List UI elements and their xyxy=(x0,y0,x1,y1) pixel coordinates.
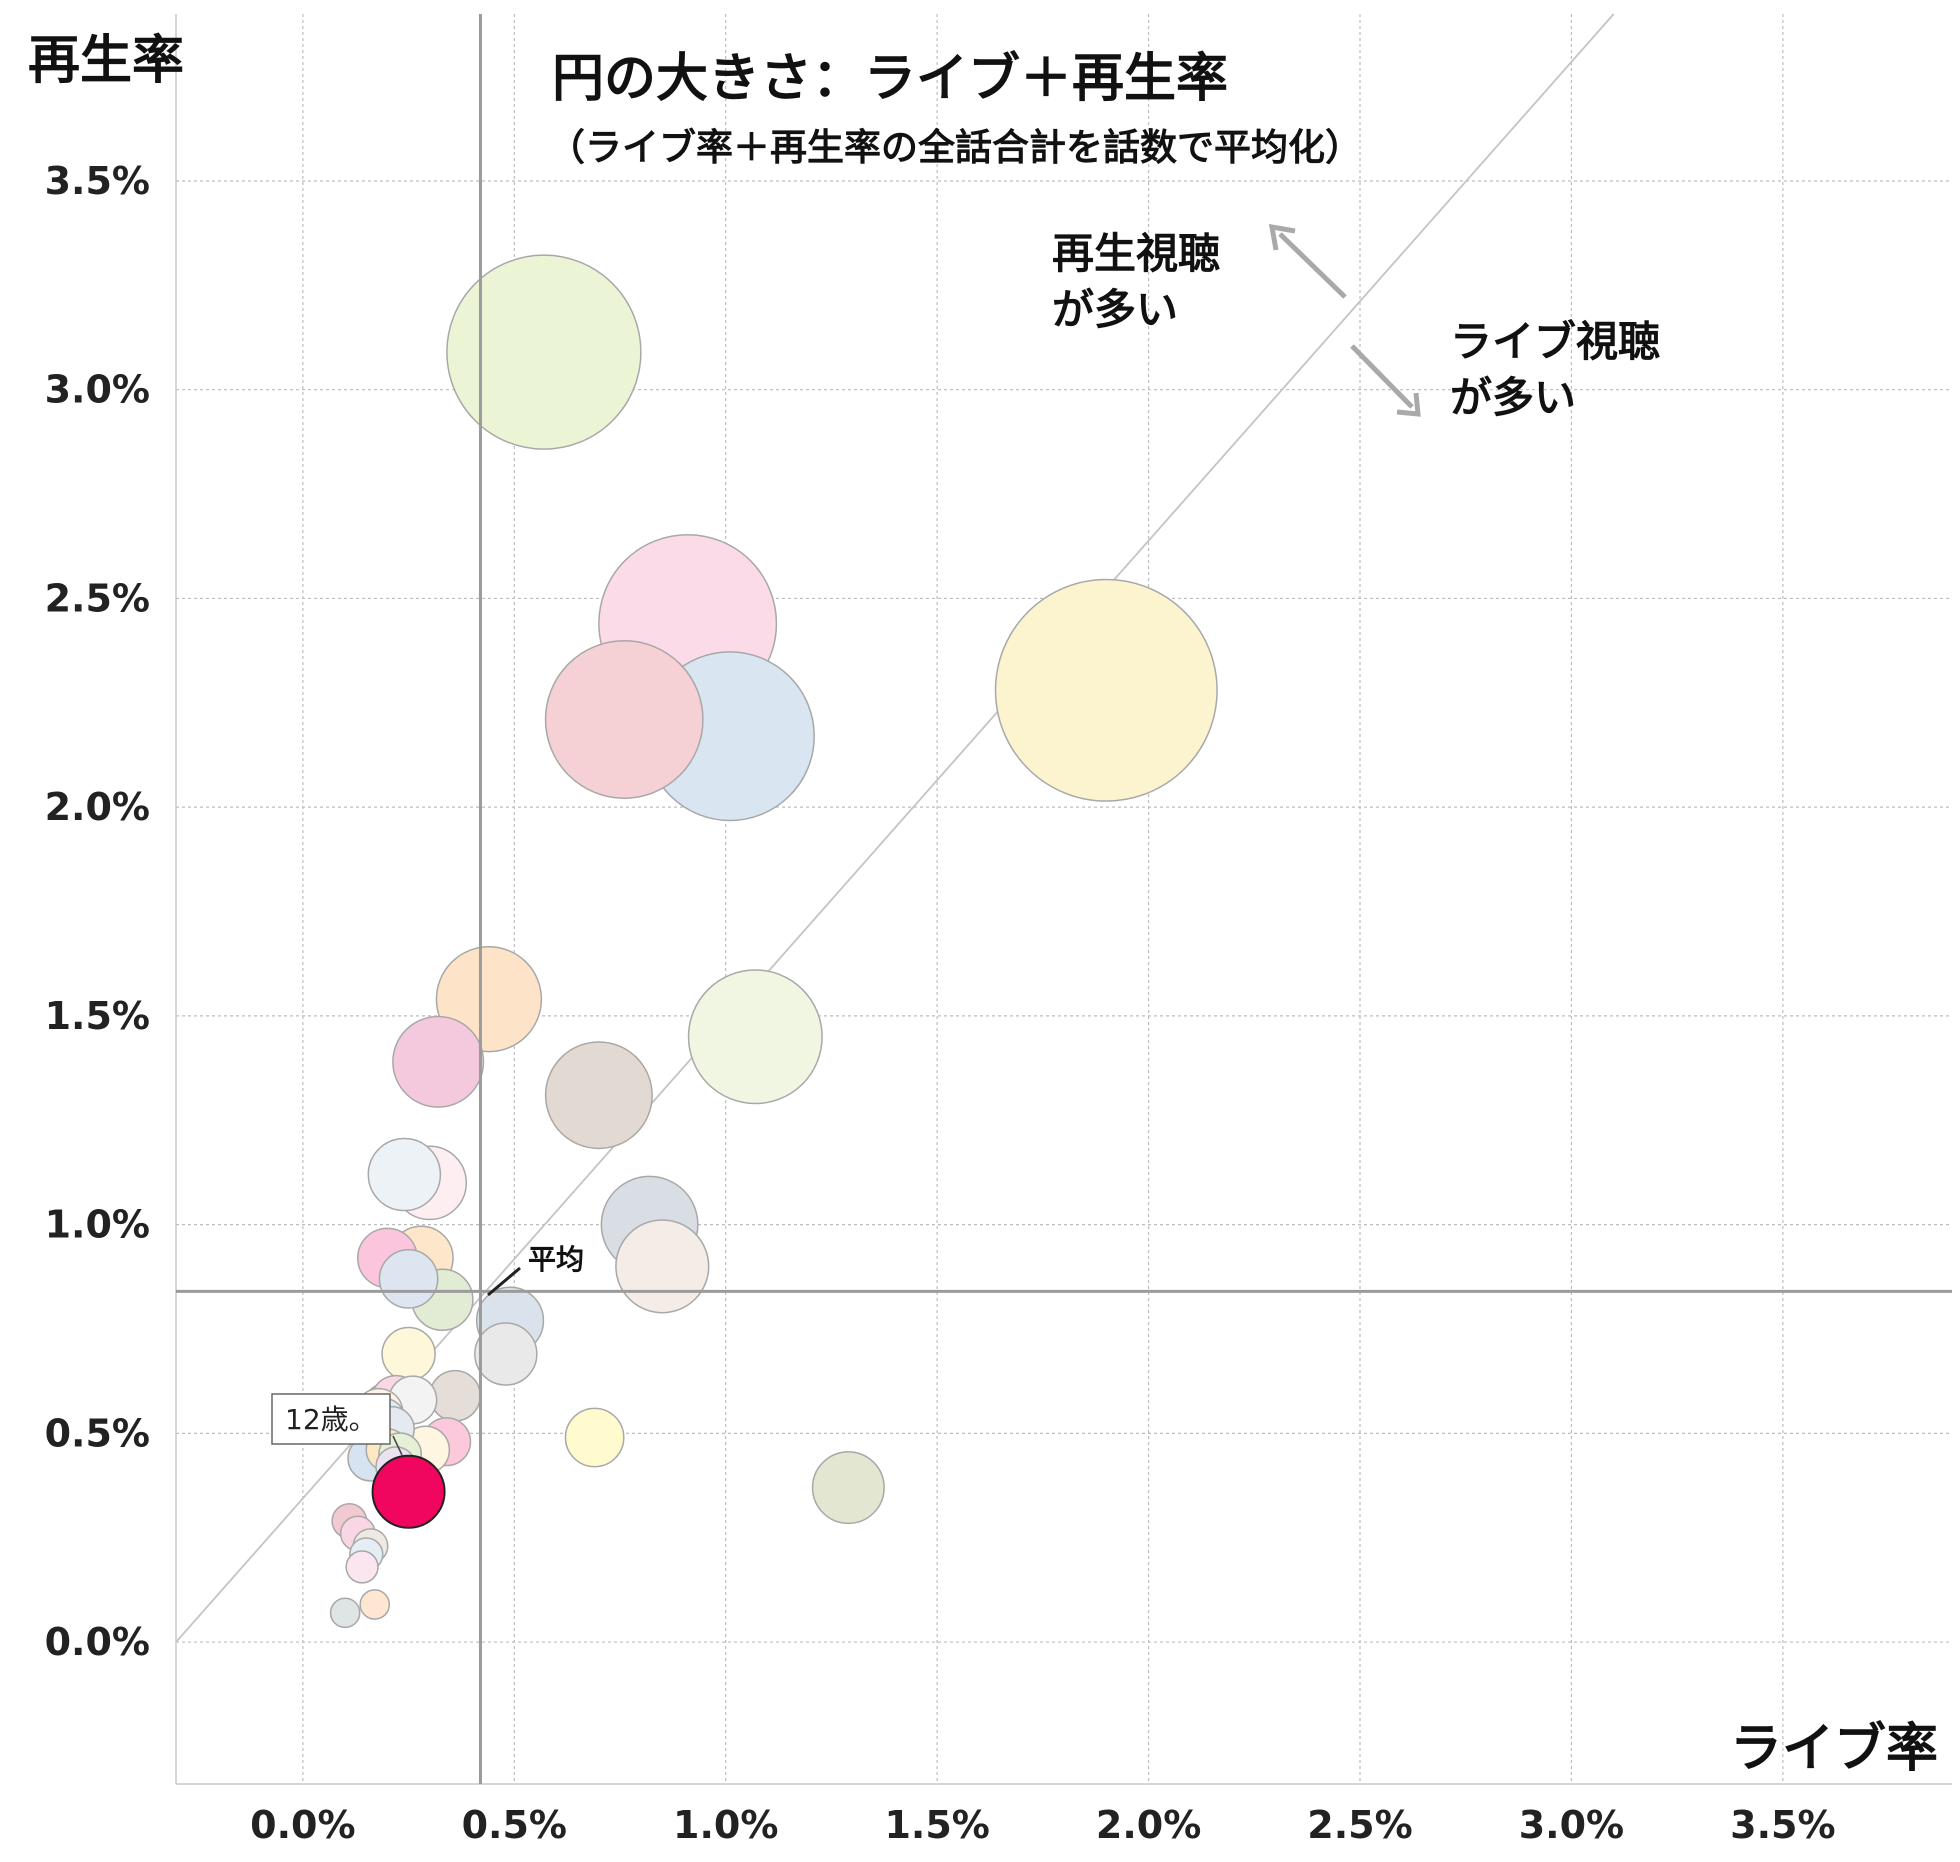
bubble-point xyxy=(359,1589,391,1620)
y-tick-label: 2.5% xyxy=(45,576,150,620)
annotation-live: ライブ視聴 が多い xyxy=(1350,317,1660,422)
highlight-label-box xyxy=(271,1393,391,1445)
bubble-point xyxy=(345,1550,379,1584)
annotation-live-line-2: が多い xyxy=(1450,373,1576,422)
average-label: 平均 xyxy=(528,1243,584,1276)
bubble-point xyxy=(429,1369,482,1422)
annotation-replay-line-2: が多い xyxy=(1052,285,1178,334)
bubble-point xyxy=(615,1219,710,1314)
bubble-point xyxy=(994,578,1218,802)
chart-subtitle: （ライブ率＋再生率の全話合計を話数で平均化） xyxy=(548,126,1362,169)
x-tick-label: 0.0% xyxy=(250,1803,355,1847)
bubble-point xyxy=(329,1597,361,1629)
bubble-point xyxy=(381,1326,436,1382)
plot-frame xyxy=(175,14,1952,1785)
bubble-point xyxy=(687,969,823,1105)
x-tick-label: 3.0% xyxy=(1519,1803,1624,1847)
bubble-point xyxy=(811,1451,885,1525)
bubble-point xyxy=(544,1041,653,1150)
gridlines xyxy=(176,14,1952,1784)
x-tick-label: 1.0% xyxy=(673,1803,778,1847)
bubble-point xyxy=(378,1248,439,1309)
x-tick-label: 2.0% xyxy=(1096,1803,1201,1847)
arrow-up-left-icon xyxy=(1268,223,1347,299)
arrow-down-right-icon xyxy=(1350,344,1421,417)
y-axis-title: 再生率 xyxy=(28,31,184,91)
bubble-point xyxy=(392,1015,485,1108)
bubble-point xyxy=(446,254,642,450)
chart-title: 円の大きさ：ライブ＋再生率 xyxy=(552,49,1228,109)
x-tick-label: 3.5% xyxy=(1730,1803,1835,1847)
y-tick-label: 3.5% xyxy=(45,159,150,203)
annotation-replay-line-1: 再生視聴 xyxy=(1052,229,1220,278)
bubble-point xyxy=(564,1407,625,1468)
bubble-point xyxy=(367,1137,442,1212)
x-tick-label: 0.5% xyxy=(462,1803,567,1847)
y-tick-label: 1.0% xyxy=(45,1203,150,1247)
annotation-live-line-1: ライブ視聴 xyxy=(1450,317,1660,366)
x-axis-title: ライブ率 xyxy=(1730,1719,1938,1779)
y-tick-label: 0.5% xyxy=(45,1411,150,1455)
y-tick-label: 3.0% xyxy=(45,368,150,412)
highlight-label: 12歳。 xyxy=(285,1403,377,1436)
x-tick-label: 2.5% xyxy=(1307,1803,1412,1847)
annotation-replay: 再生視聴 が多い xyxy=(1052,223,1347,334)
bubbles xyxy=(329,254,1218,1629)
highlight-callout: 12歳。 xyxy=(271,1393,403,1456)
bubble-point xyxy=(474,1322,538,1386)
average-lines xyxy=(176,14,1952,1784)
bubble-point xyxy=(544,640,704,799)
highlight-bubble xyxy=(371,1454,446,1529)
x-tick-labels: 0.0% 0.5% 1.0% 1.5% 2.0% 2.5% 3.0% 3.5% xyxy=(250,1803,1835,1847)
y-tick-labels: 0.0% 0.5% 1.0% 1.5% 2.0% 2.5% 3.0% 3.5% xyxy=(45,159,150,1664)
average-callout: 平均 xyxy=(487,1243,584,1297)
y-tick-label: 2.0% xyxy=(45,785,150,829)
y-tick-label: 1.5% xyxy=(45,994,150,1038)
y-tick-label: 0.0% xyxy=(45,1620,150,1664)
x-tick-label: 1.5% xyxy=(884,1803,989,1847)
